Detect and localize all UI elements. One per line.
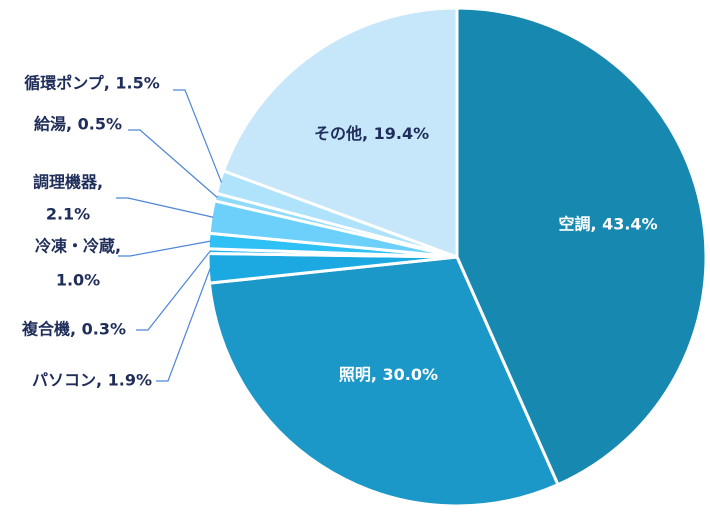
leader-line [156,268,211,382]
slice-label: 調理機器, 2.1% [33,173,103,224]
leader-line [173,89,223,183]
slice-label: 循環ポンプ, 1.5% [24,74,160,93]
leader-line [116,197,214,218]
pie-slice-slice-0 [455,6,708,487]
slice-label: 空調, 43.4% [558,215,657,234]
leader-lines [116,89,223,382]
pie-slices [206,6,708,508]
slice-label: 冷凍・冷蔵, 1.0% [35,237,121,290]
slice-label: その他, 19.4% [314,124,429,143]
pie-slice-slice-8 [221,6,459,259]
pie-slice-slice-1 [207,255,560,508]
slice-labels: 空調, 43.4% 照明, 30.0% パソコン, 1.9% 複合機, 0.3% 冷凍・… [21,74,658,390]
slice-label: 照明, 30.0% [339,365,438,384]
leader-line [128,129,218,198]
slice-label: 給湯, 0.5% [34,115,122,134]
slice-label: 複合機, 0.3% [21,320,126,339]
leader-line [136,250,211,331]
leader-line [118,240,211,257]
slice-label: パソコン, 1.9% [32,371,152,390]
